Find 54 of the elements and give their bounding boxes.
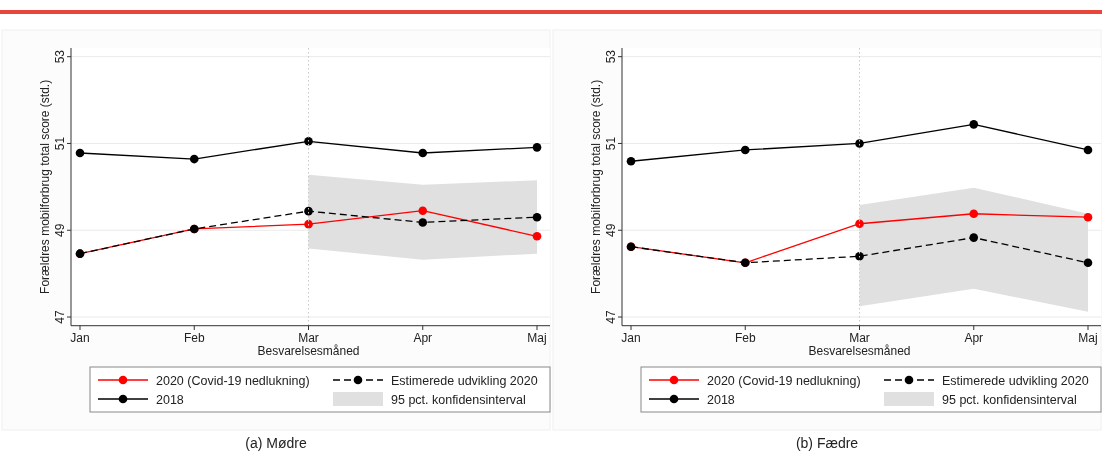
legend-label: Estimerede udvikling 2020 xyxy=(942,373,1089,388)
point xyxy=(418,206,428,216)
x-axis-title: Besvarelsesmåned xyxy=(808,344,911,358)
point xyxy=(75,148,85,158)
y-tick-label: 51 xyxy=(604,136,618,151)
x-tick-label: Mar xyxy=(849,331,870,345)
legend-label: 2018 xyxy=(156,392,184,407)
point xyxy=(1083,258,1093,268)
x-tick-label: Maj xyxy=(527,331,547,345)
y-tick-label: 53 xyxy=(604,49,618,64)
legend-label: 2020 (Covid-19 nedlukning) xyxy=(707,373,861,388)
point xyxy=(855,219,864,229)
legend-label: 95 pct. konfidensinterval xyxy=(391,392,526,407)
point xyxy=(418,218,428,227)
x-tick-label: Maj xyxy=(1078,331,1098,345)
legend-label: 2018 xyxy=(707,392,735,407)
point xyxy=(304,136,313,146)
x-tick-label: Jan xyxy=(70,331,90,345)
x-axis-title: Besvarelsesmåned xyxy=(257,344,360,358)
y-tick-label: 47 xyxy=(604,310,618,324)
text: (a) Mødre xyxy=(245,435,307,451)
point xyxy=(532,143,542,152)
x-tick-label: Feb xyxy=(183,331,205,345)
point xyxy=(189,154,199,164)
point xyxy=(969,233,979,242)
y-tick-label: 51 xyxy=(53,136,67,151)
point xyxy=(855,251,864,261)
legend-label: Estimerede udvikling 2020 xyxy=(391,373,538,388)
y-axis-title: Forældres mobilforbrug total score (std.) xyxy=(589,79,603,294)
point xyxy=(740,145,750,155)
point xyxy=(855,139,864,148)
x-tick-label: Feb xyxy=(734,331,756,345)
point xyxy=(532,232,542,241)
point xyxy=(304,206,313,216)
y-tick-label: 49 xyxy=(53,223,67,237)
x-tick-label: Mar xyxy=(298,331,319,345)
point xyxy=(1083,145,1093,155)
point xyxy=(626,156,636,166)
point xyxy=(304,219,313,229)
point xyxy=(418,148,428,158)
x-tick-label: Jan xyxy=(621,331,641,345)
legend-label: 2020 (Covid-19 nedlukning) xyxy=(156,373,310,388)
y-tick-label: 53 xyxy=(53,49,67,64)
x-tick-label: Apr xyxy=(964,331,984,345)
point xyxy=(1083,212,1093,222)
y-tick-label: 47 xyxy=(53,310,67,324)
point xyxy=(969,209,979,219)
y-axis-title: Forældres mobilforbrug total score (std.) xyxy=(38,79,52,294)
y-tick-label: 49 xyxy=(604,223,618,237)
point xyxy=(532,212,542,222)
text: (b) Fædre xyxy=(795,435,859,451)
point xyxy=(969,120,979,129)
legend-label: 95 pct. konfidensinterval xyxy=(942,392,1077,407)
x-tick-label: Apr xyxy=(413,331,433,345)
